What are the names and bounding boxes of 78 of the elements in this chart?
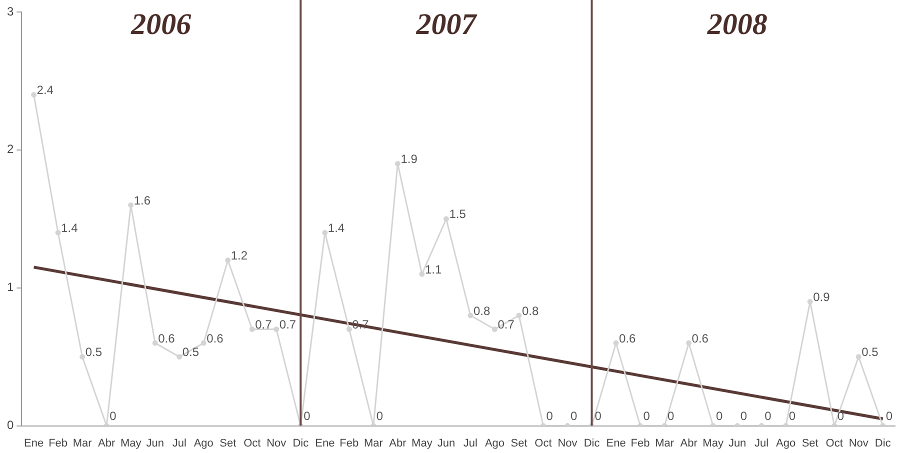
- data-label: 1.5: [449, 207, 466, 222]
- x-tick-label: Ene: [315, 437, 335, 450]
- x-tick-label: Jun: [437, 437, 456, 450]
- data-label: 0: [668, 409, 675, 424]
- data-label: 0.6: [206, 331, 224, 346]
- x-tick-label: Nov: [266, 437, 287, 450]
- y-tick-label: 0: [6, 418, 14, 432]
- data-label: 0.5: [85, 345, 102, 360]
- x-tick-label: May: [412, 437, 433, 450]
- data-label: 2.4: [36, 83, 54, 98]
- x-tick-label: May: [120, 437, 142, 450]
- x-tick-label: May: [702, 437, 724, 450]
- y-tick-label: 1: [6, 280, 14, 294]
- y-tick-label: 3: [6, 4, 14, 18]
- x-tick-label: Dic: [292, 437, 310, 450]
- y-tick-label: 2: [6, 142, 14, 156]
- x-tick-label: Oct: [826, 437, 843, 450]
- annotation: 2006: [130, 8, 192, 41]
- x-tick-label: Jun: [146, 437, 164, 450]
- x-tick-label: Jul: [754, 437, 769, 450]
- data-label: 0: [643, 409, 650, 424]
- x-tick-label: Oct: [244, 437, 261, 450]
- data-label: 0.7: [255, 318, 272, 332]
- data-label: 0.8: [473, 304, 490, 318]
- data-label: 0: [570, 409, 578, 424]
- x-tick-label: Dic: [584, 437, 600, 450]
- x-tick-label: Jul: [172, 437, 186, 450]
- data-label: 0: [304, 409, 311, 424]
- x-tick-label: Mar: [72, 437, 92, 450]
- data-label: 0: [764, 409, 772, 424]
- x-tick-label: Set: [220, 437, 236, 450]
- data-label: 0.6: [158, 331, 176, 346]
- data-label: 0.6: [692, 331, 709, 346]
- x-tick-label: Ago: [776, 437, 796, 450]
- data-label: 1.2: [230, 248, 248, 263]
- x-tick-label: Ago: [194, 437, 214, 450]
- x-tick-label: Mar: [655, 437, 674, 450]
- x-tick-label: Abr: [98, 437, 116, 450]
- data-label: 0.7: [498, 318, 515, 332]
- x-tick-label: Abr: [680, 437, 698, 450]
- data-label: 0: [886, 409, 893, 424]
- data-label: 0: [376, 409, 384, 424]
- x-tick-label: Oct: [534, 437, 552, 450]
- data-label: 1.4: [328, 221, 345, 236]
- data-label: 0: [716, 409, 724, 424]
- data-label: 1.6: [134, 193, 151, 208]
- data-label: 0.9: [813, 290, 830, 304]
- x-tick-label: Jun: [728, 437, 746, 450]
- data-label: 0.5: [862, 345, 879, 360]
- data-label: 1.9: [400, 152, 418, 166]
- x-tick-label: Nov: [558, 437, 578, 450]
- x-tick-label: Abr: [389, 437, 407, 450]
- data-label: 1.1: [424, 262, 442, 276]
- annotation: 2008: [706, 8, 768, 41]
- x-tick-label: Mar: [364, 437, 384, 450]
- x-tick-label: Set: [802, 437, 818, 450]
- data-label: 0.5: [182, 345, 200, 360]
- x-tick-label: Set: [510, 437, 528, 450]
- data-label: 0.6: [619, 331, 636, 346]
- data-label: 1.4: [61, 221, 78, 236]
- data-label: 0: [546, 409, 554, 424]
- data-label: 0: [594, 409, 602, 424]
- data-label: 0.8: [522, 304, 539, 318]
- x-tick-label: Feb: [340, 437, 359, 450]
- x-tick-label: Ago: [484, 437, 505, 450]
- data-label: 0: [788, 409, 796, 424]
- x-tick-label: Ene: [24, 437, 44, 450]
- data-label: 0.7: [279, 318, 296, 332]
- x-tick-label: Dic: [874, 437, 892, 450]
- data-label: 0: [837, 409, 844, 424]
- data-label: 0: [110, 409, 117, 424]
- data-label: 0: [740, 409, 748, 424]
- x-tick-label: Nov: [848, 437, 869, 450]
- x-tick-label: Jul: [463, 437, 478, 450]
- x-tick-label: Feb: [48, 437, 68, 450]
- annotation: 2007: [415, 8, 478, 41]
- x-tick-label: Ene: [606, 437, 626, 450]
- x-tick-label: Feb: [630, 437, 650, 450]
